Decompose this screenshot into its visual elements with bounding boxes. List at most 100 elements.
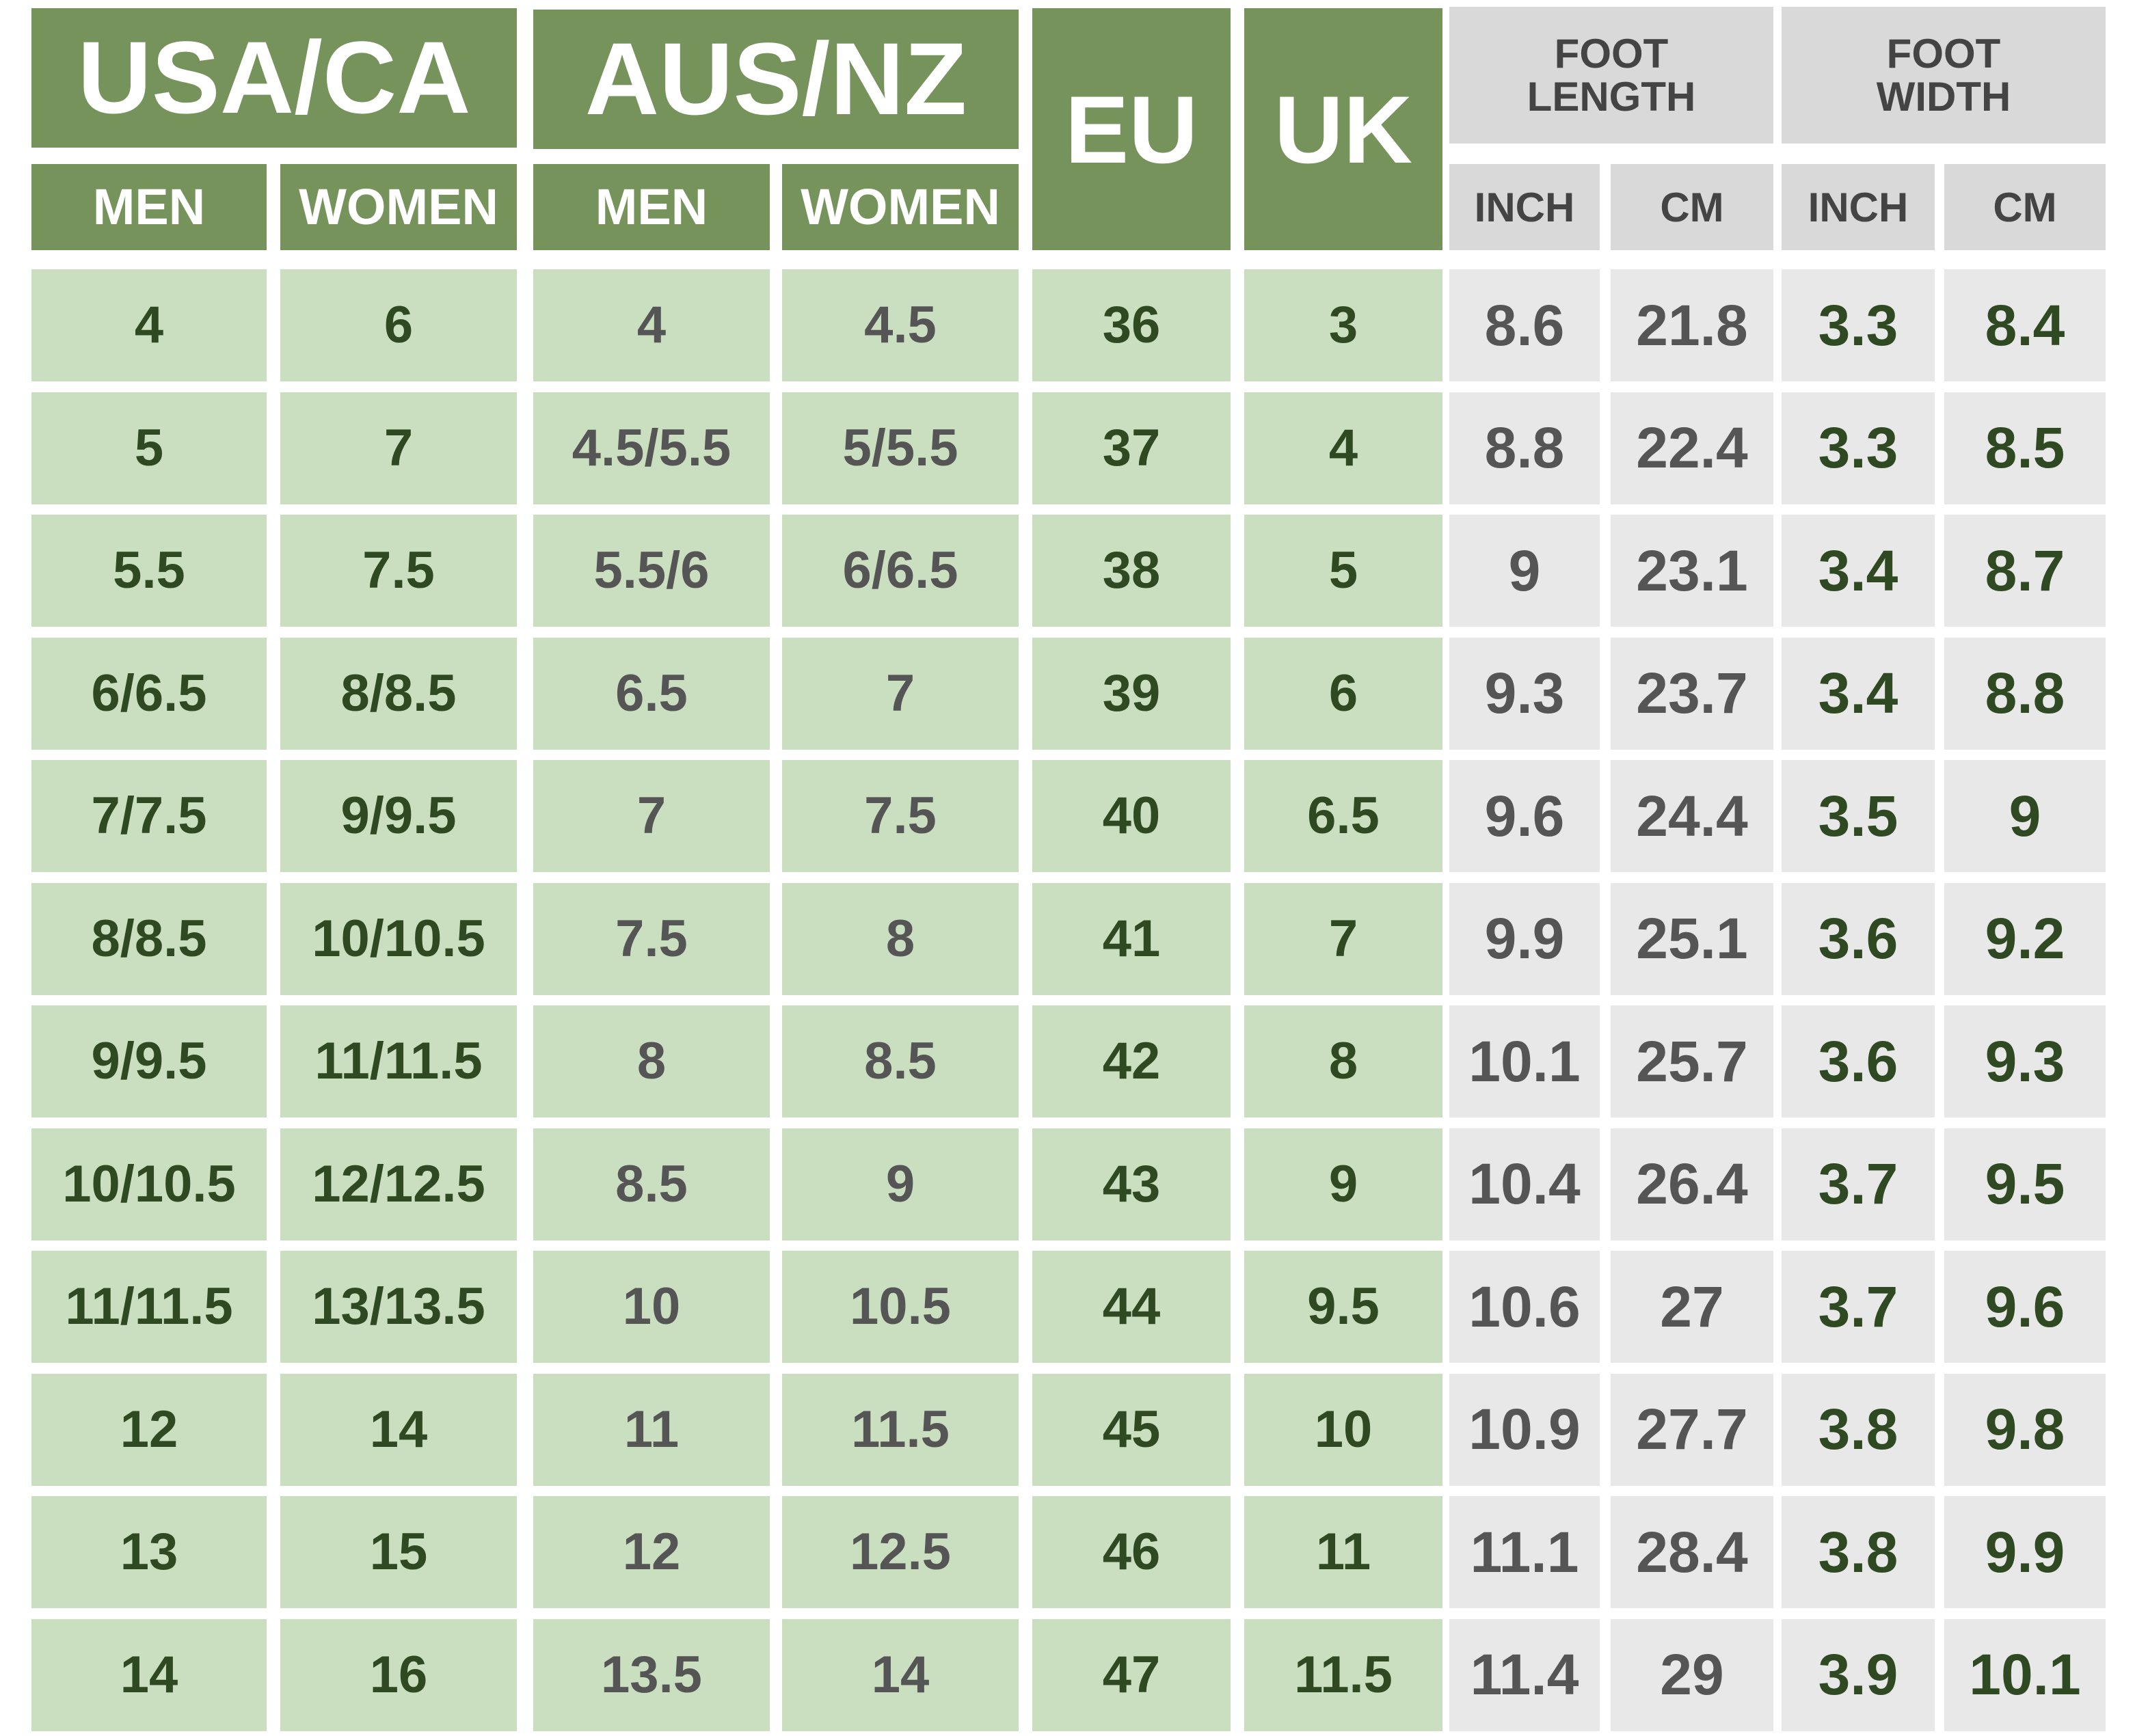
table-cell: 7 <box>280 392 517 504</box>
table-cell: 4 <box>31 269 267 381</box>
table-cell: 13 <box>31 1496 267 1608</box>
sub-header: WOMEN <box>782 164 1019 250</box>
table-cell: 36 <box>1032 269 1231 381</box>
table-cell: 5.5 <box>31 515 267 627</box>
table-cell: 4.5/5.5 <box>533 392 770 504</box>
table-cell: 3.7 <box>1782 1251 1935 1363</box>
table-cell: 11/11.5 <box>280 1005 517 1117</box>
table-cell: 14 <box>782 1618 1019 1731</box>
table-cell: 10.1 <box>1944 1618 2106 1731</box>
table-cell: 5 <box>1244 515 1442 627</box>
sub-header: CM <box>1944 164 2106 250</box>
table-cell: 3.9 <box>1782 1618 1935 1731</box>
table-cell: 12.5 <box>782 1496 1019 1608</box>
table-cell: 9/9.5 <box>280 760 517 872</box>
table-cell: 8.5 <box>533 1128 770 1240</box>
sub-header: CM <box>1611 164 1773 250</box>
table-cell: 12 <box>31 1373 267 1486</box>
table-cell: 8.5 <box>782 1005 1019 1117</box>
table-cell: 6.5 <box>1244 760 1442 872</box>
table-cell: 29 <box>1611 1618 1773 1731</box>
sub-header: INCH <box>1782 164 1935 250</box>
table-cell: 11.5 <box>1244 1618 1442 1731</box>
table-cell: 14 <box>280 1373 517 1486</box>
table-cell: 3.5 <box>1782 760 1935 872</box>
table-cell: 10/10.5 <box>31 1128 267 1240</box>
table-cell: 3.6 <box>1782 882 1935 995</box>
table-cell: 11.5 <box>782 1373 1019 1486</box>
table-cell: 9 <box>782 1128 1019 1240</box>
table-cell: 8 <box>1244 1005 1442 1117</box>
table-cell: 23.1 <box>1611 515 1773 627</box>
table-cell: 3.7 <box>1782 1128 1935 1240</box>
table-cell: 9.5 <box>1944 1128 2106 1240</box>
table-cell: 13/13.5 <box>280 1251 517 1363</box>
table-cell: 6/6.5 <box>31 637 267 750</box>
table-cell: 26.4 <box>1611 1128 1773 1240</box>
table-cell: 7.5 <box>533 882 770 995</box>
table-cell: 10.5 <box>782 1251 1019 1363</box>
table-cell: 4 <box>1244 392 1442 504</box>
table-cell: 8.8 <box>1449 392 1600 504</box>
table-cell: 3.8 <box>1782 1373 1935 1486</box>
table-cell: 10 <box>533 1251 770 1363</box>
table-cell: 3.3 <box>1782 269 1935 381</box>
table-cell: 9.8 <box>1944 1373 2106 1486</box>
table-cell: 3.4 <box>1782 515 1935 627</box>
table-cell: 10.6 <box>1449 1251 1600 1363</box>
table-cell: 25.7 <box>1611 1005 1773 1117</box>
table-cell: 11.1 <box>1449 1496 1600 1608</box>
table-cell: 5 <box>31 392 267 504</box>
table-cell: 27.7 <box>1611 1373 1773 1486</box>
table-cell: 14 <box>31 1618 267 1731</box>
table-cell: 42 <box>1032 1005 1231 1117</box>
table-cell: 46 <box>1032 1496 1231 1608</box>
table-cell: 4 <box>533 269 770 381</box>
group-header: UK <box>1244 8 1442 250</box>
table-cell: 6 <box>280 269 517 381</box>
table-cell: 9 <box>1449 515 1600 627</box>
table-cell: 3.3 <box>1782 392 1935 504</box>
table-cell: 6/6.5 <box>782 515 1019 627</box>
table-cell: 5/5.5 <box>782 392 1019 504</box>
table-cell: 24.4 <box>1611 760 1773 872</box>
group-header: AUS/NZ <box>533 10 1019 149</box>
table-cell: 41 <box>1032 882 1231 995</box>
table-cell: 11 <box>533 1373 770 1486</box>
table-cell: 8.5 <box>1944 392 2106 504</box>
table-cell: 13.5 <box>533 1618 770 1731</box>
table-cell: 9 <box>1944 760 2106 872</box>
table-cell: 7 <box>782 637 1019 750</box>
table-cell: 8.7 <box>1944 515 2106 627</box>
table-cell: 10 <box>1244 1373 1442 1486</box>
table-cell: 3.6 <box>1782 1005 1935 1117</box>
table-cell: 9.2 <box>1944 882 2106 995</box>
table-cell: 39 <box>1032 637 1231 750</box>
table-cell: 8 <box>533 1005 770 1117</box>
table-cell: 43 <box>1032 1128 1231 1240</box>
sub-header: INCH <box>1449 164 1600 250</box>
group-header: FOOT LENGTH <box>1449 7 1773 144</box>
table-cell: 9.6 <box>1449 760 1600 872</box>
table-cell: 11/11.5 <box>31 1251 267 1363</box>
table-cell: 9 <box>1244 1128 1442 1240</box>
table-cell: 12 <box>533 1496 770 1608</box>
table-cell: 9.5 <box>1244 1251 1442 1363</box>
table-cell: 8.6 <box>1449 269 1600 381</box>
table-cell: 7 <box>1244 882 1442 995</box>
table-cell: 22.4 <box>1611 392 1773 504</box>
table-cell: 6.5 <box>533 637 770 750</box>
table-cell: 28.4 <box>1611 1496 1773 1608</box>
sub-header: MEN <box>31 164 267 250</box>
table-cell: 8/8.5 <box>31 882 267 995</box>
table-cell: 6 <box>1244 637 1442 750</box>
sub-header: WOMEN <box>280 164 517 250</box>
table-cell: 9/9.5 <box>31 1005 267 1117</box>
table-cell: 9.3 <box>1449 637 1600 750</box>
table-cell: 10.9 <box>1449 1373 1600 1486</box>
sub-header: MEN <box>533 164 770 250</box>
table-cell: 3.4 <box>1782 637 1935 750</box>
table-cell: 16 <box>280 1618 517 1731</box>
table-cell: 10.1 <box>1449 1005 1600 1117</box>
